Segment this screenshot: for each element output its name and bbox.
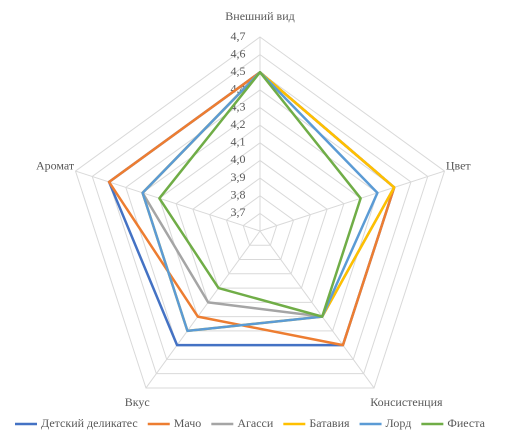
y-tick-label: 4,1 — [231, 135, 246, 149]
category-label: Внешний вид — [225, 9, 294, 23]
grid-ring — [158, 124, 362, 318]
y-tick-label: 4,6 — [231, 46, 246, 60]
category-label: Аромат — [36, 158, 75, 172]
y-tick-label: 3,8 — [231, 187, 246, 201]
legend-label: Мачо — [174, 416, 202, 430]
series-line — [141, 71, 379, 333]
y-tick-label: 4,5 — [231, 64, 246, 78]
series-line — [158, 71, 362, 318]
grid-ring — [91, 54, 429, 375]
y-tick-label: 3,7 — [231, 205, 246, 219]
grid-ring — [141, 106, 379, 332]
grid-ring — [192, 159, 328, 289]
grid-ring — [242, 212, 278, 246]
grid-ring — [74, 36, 446, 389]
grid-ring — [209, 177, 311, 275]
category-label: Цвет — [446, 158, 472, 172]
grid-ring — [225, 195, 295, 261]
legend-label: Агасси — [237, 416, 274, 430]
y-tick-label: 4,0 — [231, 152, 246, 166]
spoke — [75, 170, 261, 232]
category-label: Консистенция — [370, 395, 443, 409]
y-tick-label: 4,2 — [231, 117, 246, 131]
spoke — [259, 170, 445, 232]
y-tick-label: 4,7 — [231, 29, 246, 43]
legend-label: Батавия — [309, 416, 350, 430]
legend-label: Лорд — [386, 416, 412, 430]
legend-label: Фиеста — [447, 416, 485, 430]
category-label: Вкус — [125, 395, 150, 409]
grid-ring — [175, 142, 345, 303]
spoke — [259, 230, 375, 389]
legend-label: Детский деликатес — [41, 416, 138, 430]
y-tick-label: 3,9 — [231, 170, 246, 184]
spoke — [145, 230, 261, 389]
